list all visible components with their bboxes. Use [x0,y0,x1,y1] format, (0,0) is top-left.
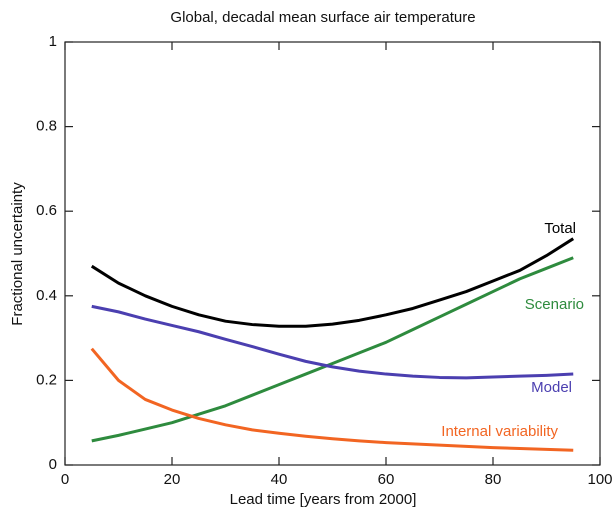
y-tick-label: 0.8 [36,118,57,135]
series-label: Total [544,220,576,237]
series-line [91,304,574,380]
series-label: Internal variability [441,423,558,440]
y-tick-label: 1 [49,33,57,50]
y-tick-label: 0.4 [36,287,57,304]
x-tick-label: 80 [485,471,502,488]
series-label: Scenario [525,296,584,313]
y-tick-label: 0 [49,456,57,473]
plot-frame [64,41,601,466]
x-tick-label: 100 [587,471,612,488]
x-tick-label: 0 [61,471,69,488]
y-tick-label: 0.2 [36,371,57,388]
x-tick-label: 60 [378,471,395,488]
x-axis-label: Lead time [years from 2000] [230,491,417,508]
series-label: Model [531,379,572,396]
x-tick-label: 20 [164,471,181,488]
series-line [90,237,575,328]
y-axis-label: Fractional uncertainty [9,182,26,326]
series-line [91,256,574,443]
series-line [90,347,574,452]
y-tick-label: 0.6 [36,202,57,219]
chart-title: Global, decadal mean surface air tempera… [170,9,475,26]
x-tick-label: 40 [271,471,288,488]
